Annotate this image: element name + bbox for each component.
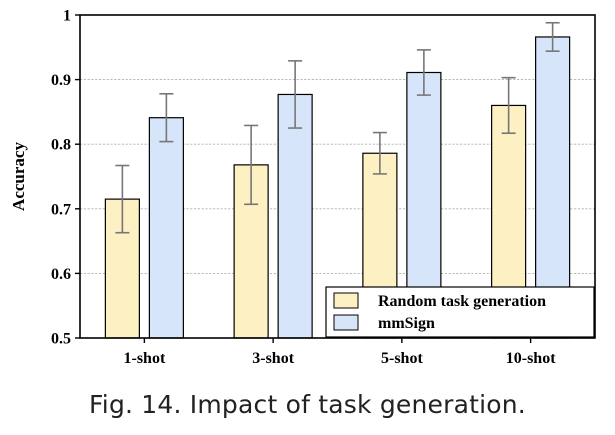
y-tick-label: 1 xyxy=(63,8,71,25)
y-tick-label: 0.5 xyxy=(51,331,71,348)
legend-swatch xyxy=(333,314,359,331)
legend-label: mmSign xyxy=(378,315,435,332)
y-tick-label: 0.7 xyxy=(51,201,71,218)
bar xyxy=(277,93,313,339)
y-axis-ticks: 0.5 0.6 0.7 0.8 0.9 1 xyxy=(51,8,80,348)
figure-caption: Fig. 14. Impact of task generation. xyxy=(89,390,526,419)
x-tick-label: 5-shot xyxy=(381,350,423,367)
x-tick-label: 3-shot xyxy=(252,350,294,367)
x-tick-label: 10-shot xyxy=(506,350,556,367)
bar-chart: 0.5 0.6 0.7 0.8 0.9 1 1-shot 3-shot 5-shot 10-sh… xyxy=(9,8,596,367)
legend-swatch xyxy=(333,292,359,309)
legend-box xyxy=(325,286,595,338)
y-axis-label: Accuracy xyxy=(9,142,28,211)
y-tick-label: 0.8 xyxy=(51,137,71,154)
legend-label: Random task generation xyxy=(378,293,546,310)
y-tick-label: 0.9 xyxy=(51,72,71,89)
bar xyxy=(148,117,184,339)
plot-frame xyxy=(79,14,596,339)
legend: Random task generation mmSign xyxy=(325,286,595,338)
y-tick-label: 0.6 xyxy=(51,266,71,283)
error-bars xyxy=(115,21,560,234)
x-tick-label: 1-shot xyxy=(123,350,165,367)
x-axis-ticks: 1-shot 3-shot 5-shot 10-shot xyxy=(123,338,556,367)
